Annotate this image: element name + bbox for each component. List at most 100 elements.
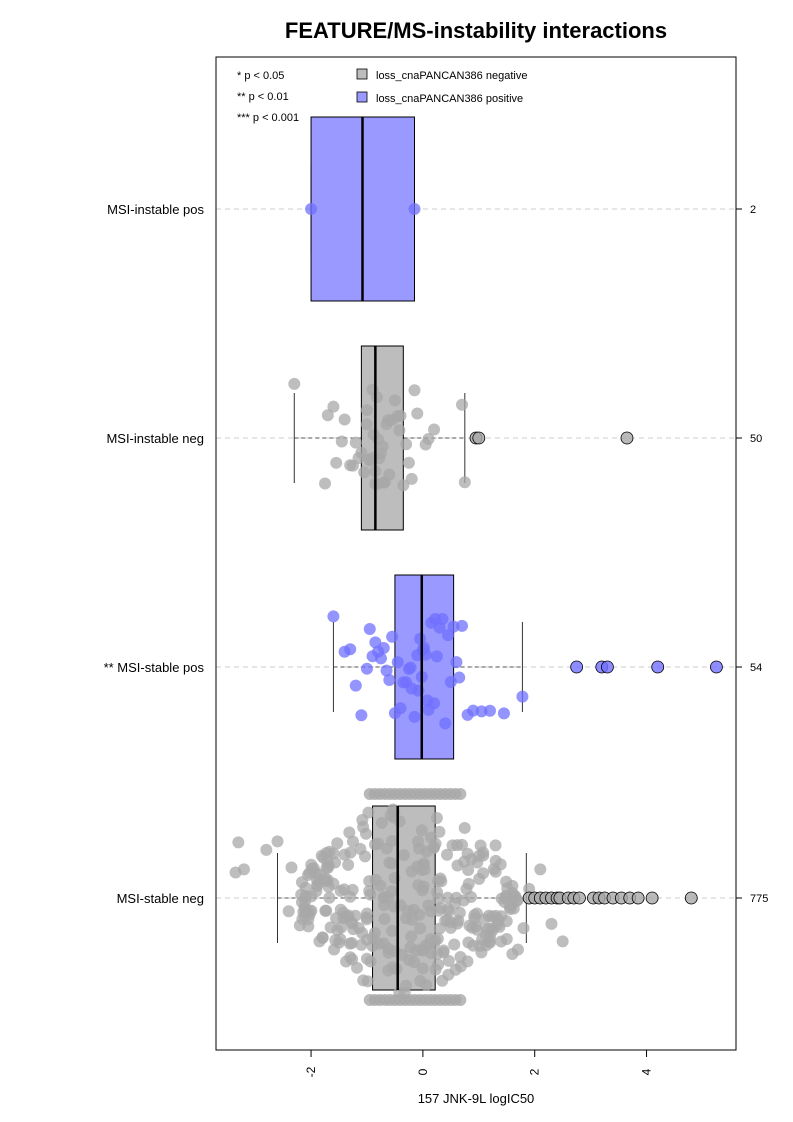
data-point — [454, 788, 467, 800]
data-point — [489, 909, 502, 922]
data-point — [432, 904, 445, 917]
data-point — [386, 924, 399, 937]
outlier-point — [472, 431, 486, 445]
data-point — [360, 662, 373, 675]
data-point — [377, 891, 390, 904]
data-point — [483, 704, 496, 717]
data-point — [404, 661, 417, 674]
data-point — [360, 404, 373, 417]
data-point — [356, 814, 369, 827]
data-point — [295, 876, 308, 889]
outlier-point — [620, 431, 634, 445]
data-point — [534, 863, 547, 876]
data-point — [451, 839, 464, 852]
data-point — [422, 432, 435, 445]
label-layer: MSI-instable pos 2 MSI-instable neg 50 ** MS… — [104, 202, 769, 906]
significance-item: * p < 0.05 — [237, 70, 284, 82]
data-point — [342, 858, 355, 871]
data-point — [406, 913, 419, 926]
data-point — [402, 456, 415, 469]
data-point — [338, 413, 351, 426]
data-point — [416, 962, 429, 975]
data-point — [345, 937, 358, 950]
data-point — [470, 907, 483, 920]
data-point — [500, 933, 513, 946]
data-point — [321, 409, 334, 422]
data-point — [545, 917, 558, 930]
data-point — [436, 974, 449, 987]
data-point — [394, 409, 407, 422]
data-point — [442, 903, 455, 916]
data-point — [428, 697, 441, 710]
data-point — [458, 821, 471, 834]
data-point — [479, 929, 492, 942]
group-count-msi-instable-neg: 50 — [750, 433, 762, 445]
significance-item: *** p < 0.001 — [237, 112, 299, 124]
data-point — [382, 942, 395, 955]
data-point — [319, 477, 332, 490]
data-point — [334, 933, 347, 946]
data-point — [428, 937, 441, 950]
data-point — [357, 974, 370, 987]
group-count-msi-instable-pos: 2 — [750, 204, 756, 216]
data-point — [327, 400, 340, 413]
data-point — [323, 891, 336, 904]
data-point — [497, 707, 510, 720]
data-point — [430, 650, 443, 663]
data-point — [471, 923, 484, 936]
data-point — [394, 702, 407, 715]
data-point — [400, 979, 413, 992]
data-point — [328, 943, 341, 956]
legend-swatch — [356, 68, 368, 80]
significance-legend: * p < 0.05 ** p < 0.01 *** p < 0.001 — [237, 70, 299, 124]
data-point — [473, 939, 486, 952]
data-point — [386, 961, 399, 974]
data-point — [477, 849, 490, 862]
data-point — [386, 630, 399, 643]
data-point — [432, 892, 445, 905]
data-point — [517, 922, 530, 935]
data-point — [343, 826, 356, 839]
data-point — [450, 656, 463, 669]
data-point — [330, 456, 343, 469]
data-point — [408, 203, 421, 215]
data-point — [433, 825, 446, 838]
data-point — [477, 867, 490, 880]
data-point — [321, 855, 334, 868]
data-point — [377, 641, 390, 654]
data-point — [360, 913, 373, 926]
outlier-point — [684, 891, 698, 905]
data-point — [327, 610, 340, 623]
data-point — [500, 915, 513, 928]
data-point — [437, 946, 450, 959]
data-point — [391, 656, 404, 669]
data-point — [453, 671, 466, 684]
data-point — [452, 914, 465, 927]
data-point — [408, 710, 421, 723]
median-layer — [361, 117, 424, 990]
group-count-msi-stable-neg: 775 — [750, 893, 768, 905]
data-point — [405, 930, 418, 943]
x-tick-label: 4 — [640, 1068, 654, 1075]
data-point — [338, 883, 351, 896]
data-point — [439, 717, 452, 730]
data-point — [237, 863, 250, 876]
data-point — [420, 979, 433, 992]
data-point — [316, 931, 329, 944]
data-point — [363, 623, 376, 636]
data-point — [260, 843, 273, 856]
data-point — [305, 203, 318, 215]
data-point — [383, 468, 396, 481]
data-point — [355, 446, 368, 459]
data-point — [371, 391, 384, 404]
data-point — [346, 835, 359, 848]
data-point — [464, 890, 477, 903]
data-point — [516, 690, 529, 703]
data-point — [458, 476, 471, 489]
chart-title: FEATURE/MS-instability interactions — [285, 18, 667, 43]
data-point — [372, 937, 385, 950]
data-point — [368, 927, 381, 940]
group-count-msi-stable-pos: 54 — [750, 662, 762, 674]
data-point — [363, 884, 376, 897]
